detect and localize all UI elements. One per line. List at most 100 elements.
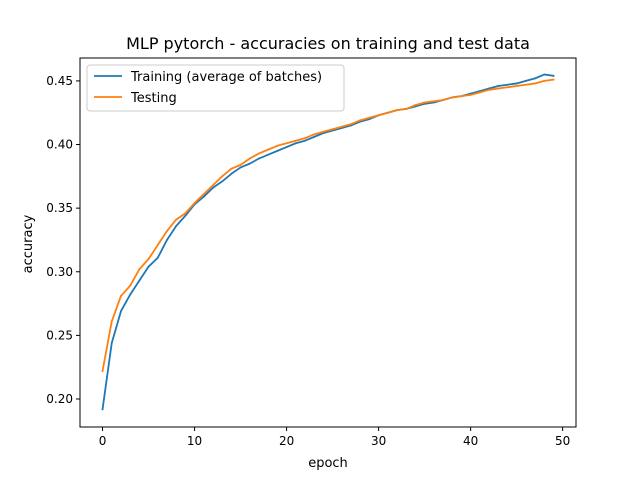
x-tick-label: 0 <box>99 434 107 448</box>
data-point <box>414 104 417 106</box>
chart-title: MLP pytorch - accuracies on training and… <box>126 34 530 53</box>
y-tick-label: 0.20 <box>46 392 73 406</box>
data-point <box>129 293 132 296</box>
data-point <box>202 195 205 198</box>
data-point <box>543 73 546 76</box>
data-point <box>322 130 325 133</box>
data-point <box>460 95 463 98</box>
data-point <box>340 125 343 128</box>
x-tick-label: 20 <box>279 434 294 448</box>
data-point <box>184 212 187 215</box>
y-tick-label: 0.35 <box>46 201 73 215</box>
data-point <box>552 74 555 77</box>
data-point <box>184 214 187 217</box>
plot-area <box>80 58 576 427</box>
data-point <box>120 310 122 313</box>
data-point <box>267 148 270 151</box>
data-point <box>120 295 122 297</box>
y-tick-label: 0.25 <box>46 328 73 342</box>
data-point <box>534 77 536 80</box>
data-point <box>212 184 214 187</box>
data-point <box>386 111 389 114</box>
data-point <box>138 268 141 271</box>
series-lines <box>101 73 555 411</box>
data-point <box>248 157 251 160</box>
data-point <box>175 225 178 227</box>
data-point <box>166 239 168 241</box>
data-point <box>304 137 306 140</box>
data-point <box>350 123 352 126</box>
data-point <box>331 128 334 131</box>
legend-label-training: Training (average of batches) <box>130 70 322 85</box>
data-point <box>304 139 306 142</box>
data-point <box>285 146 288 148</box>
data-point <box>230 167 233 170</box>
data-point <box>138 279 141 282</box>
data-point <box>405 108 408 110</box>
data-point <box>258 157 260 160</box>
data-point <box>368 116 371 119</box>
data-point <box>156 256 159 259</box>
axes-background <box>80 58 576 427</box>
x-axis-ticks: 0 10 20 30 40 50 <box>99 427 570 448</box>
data-point <box>359 119 362 122</box>
data-point <box>147 265 150 268</box>
data-point <box>313 133 316 136</box>
data-point <box>432 100 435 103</box>
data-point <box>239 163 242 166</box>
data-point <box>101 370 104 372</box>
data-point <box>147 258 150 260</box>
legend: Training (average of batches) Testing <box>86 64 345 112</box>
x-tick-label: 40 <box>463 434 478 448</box>
data-point <box>497 87 500 90</box>
series-line-testing <box>101 78 555 373</box>
data-point <box>156 244 159 246</box>
data-point <box>258 152 260 155</box>
x-tick-label: 10 <box>187 434 202 448</box>
data-point <box>193 202 196 204</box>
data-point <box>313 135 316 138</box>
data-point <box>230 172 233 175</box>
data-point <box>469 94 472 96</box>
data-point <box>221 175 224 178</box>
data-point <box>202 193 205 196</box>
data-point <box>166 230 168 232</box>
data-point <box>294 142 297 145</box>
x-tick-label: 30 <box>371 434 386 448</box>
axes-spines <box>79 57 577 428</box>
data-point <box>515 82 518 85</box>
data-point <box>110 342 113 344</box>
data-point <box>377 114 380 117</box>
data-point <box>212 186 214 189</box>
y-axis-label: accuracy <box>21 214 36 273</box>
data-point <box>101 408 104 411</box>
data-point <box>175 218 178 221</box>
data-point <box>497 85 500 87</box>
series-line-training <box>101 73 555 411</box>
data-point <box>396 109 398 112</box>
data-point <box>552 78 555 81</box>
legend-label-testing: Testing <box>130 91 177 106</box>
series-points-testing <box>101 78 555 372</box>
data-point <box>221 180 224 183</box>
data-point <box>524 83 527 86</box>
data-point <box>285 142 288 145</box>
y-tick-label: 0.45 <box>46 74 73 88</box>
data-point <box>423 101 426 104</box>
x-axis-label: epoch <box>308 456 348 471</box>
legend-box <box>86 64 345 112</box>
data-point <box>515 85 518 87</box>
data-point <box>294 139 297 142</box>
data-point <box>451 96 454 99</box>
y-tick-label: 0.30 <box>46 265 73 279</box>
data-point <box>267 153 270 156</box>
data-point <box>506 86 509 89</box>
data-point <box>543 80 546 82</box>
data-point <box>506 83 509 86</box>
data-point <box>534 82 536 85</box>
axes-frame <box>79 57 577 428</box>
data-point <box>129 284 132 287</box>
data-point <box>488 88 490 91</box>
data-point <box>239 166 242 169</box>
